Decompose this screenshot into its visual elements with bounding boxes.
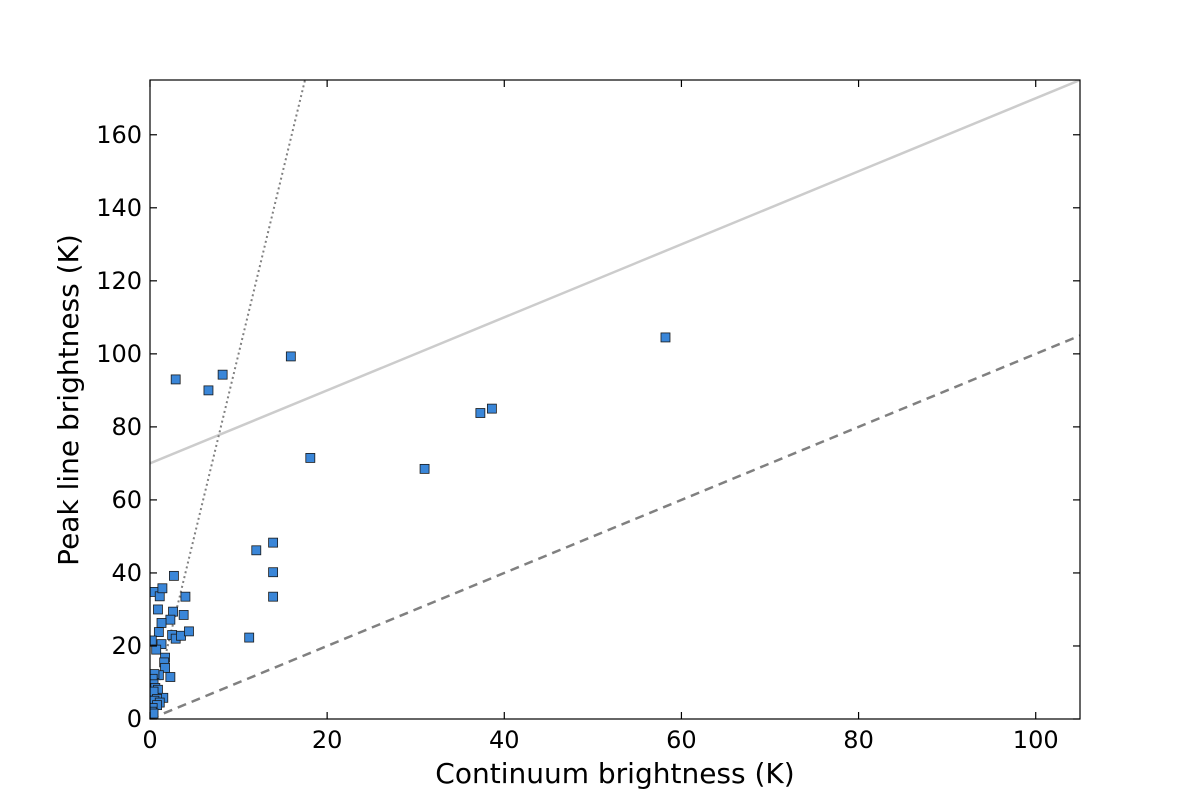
y-tick-label: 20 [111, 632, 142, 660]
y-tick-label: 120 [96, 267, 142, 295]
data-point [419, 463, 430, 474]
y-tick-label: 0 [127, 705, 142, 733]
data-point [156, 639, 167, 650]
data-point [165, 672, 176, 682]
data-point [305, 453, 316, 463]
data-point [268, 591, 279, 602]
data-point [169, 570, 179, 581]
y-tick-label: 80 [111, 413, 142, 441]
x-tick-label: 80 [843, 726, 874, 754]
x-tick-label: 20 [312, 726, 343, 754]
data-point [184, 626, 194, 637]
data-point [160, 662, 170, 673]
y-axis-label: Peak line brightness (K) [52, 234, 85, 566]
data-point [268, 567, 279, 578]
data-point [178, 610, 189, 620]
data-point [475, 408, 486, 418]
data-point [203, 385, 214, 396]
data-point [268, 537, 279, 548]
data-point [486, 403, 497, 414]
y-tick-label: 100 [96, 340, 142, 368]
data-point [170, 374, 181, 385]
data-point [660, 332, 671, 343]
data-point [156, 618, 167, 628]
data-point [150, 635, 157, 646]
data-point [180, 591, 191, 602]
x-axis-label: Continuum brightness (K) [435, 757, 794, 790]
x-tick-label: 60 [666, 726, 697, 754]
data-point [251, 545, 262, 556]
data-point [150, 708, 159, 719]
data-points [150, 332, 671, 719]
reference-line-solid [150, 80, 1080, 465]
plot-frame [149, 79, 1081, 720]
data-point [244, 632, 255, 643]
y-tick-label: 60 [111, 486, 142, 514]
y-tick-label: 140 [96, 194, 142, 222]
x-tick-label: 0 [142, 726, 157, 754]
data-point [157, 583, 168, 594]
data-point [151, 644, 162, 655]
data-point [153, 604, 163, 615]
reference-lines [150, 80, 1080, 719]
data-point [165, 614, 176, 625]
data-point [285, 351, 296, 362]
data-point [153, 627, 164, 637]
x-tick-label: 100 [1013, 726, 1059, 754]
y-tick-label: 40 [111, 559, 142, 587]
axis-ticks: 0 20 40 60 80 100 0 20 40 60 80 100 120 140 160 [96, 80, 1080, 754]
x-tick-label: 40 [489, 726, 520, 754]
data-point [217, 369, 228, 380]
y-tick-label: 160 [96, 121, 142, 149]
reference-line-dashed [150, 334, 1080, 719]
